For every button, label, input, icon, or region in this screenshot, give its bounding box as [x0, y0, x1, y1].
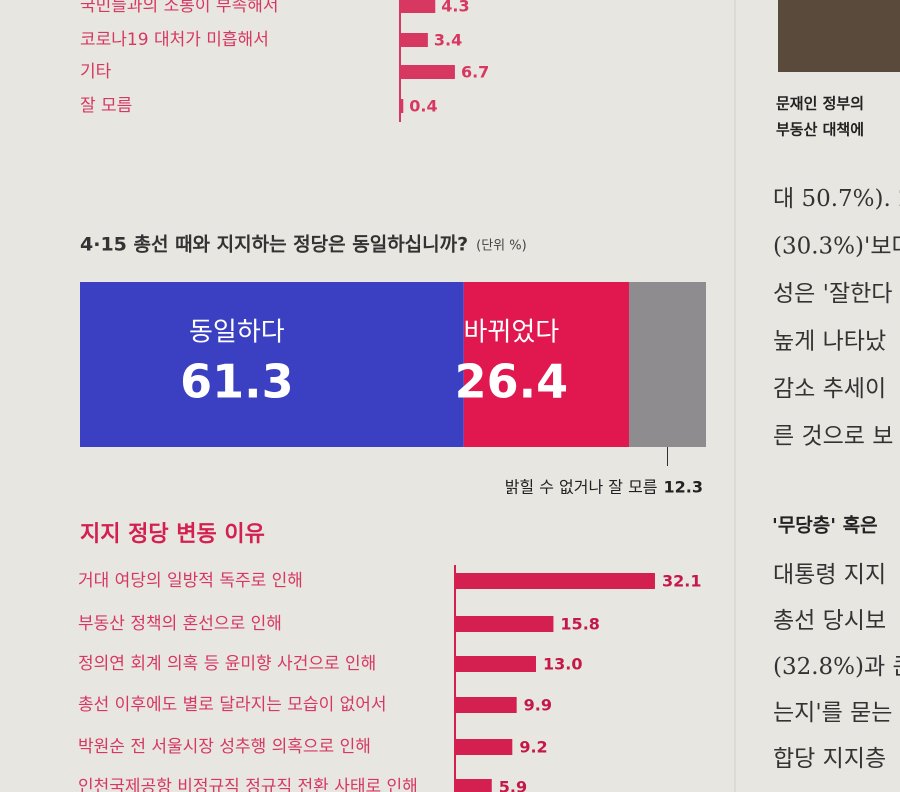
- segment-name: 동일하다: [189, 318, 285, 348]
- segment-name: 밝힐 수 없거나 잘 모름: [505, 478, 658, 497]
- bar: [455, 739, 513, 755]
- body-line: (30.3%)'보다: [773, 234, 900, 260]
- body-line: 합당 지지층: [773, 746, 886, 772]
- photo: [778, 0, 900, 72]
- bar: [455, 656, 536, 672]
- bar-segment: [463, 282, 630, 447]
- row-label: 잘 모름: [80, 96, 132, 116]
- value-label: 9.9: [524, 696, 552, 715]
- row-label: 정의연 회계 의혹 등 윤미향 사건으로 인해: [78, 654, 376, 674]
- body-line: 감소 추세이: [773, 376, 886, 402]
- body-line: 대 50.7%). 2: [773, 186, 900, 212]
- caption-line: 문재인 정부의: [776, 95, 864, 113]
- bar: [400, 0, 436, 13]
- body-line: 성은 '잘한다: [773, 281, 892, 307]
- bar-segment: [80, 282, 464, 447]
- bar-segment: [629, 282, 706, 447]
- value-label: 3.4: [434, 31, 462, 50]
- bar: [455, 616, 554, 632]
- body-line: 른 것으로 보: [773, 424, 893, 450]
- body-line: 는지'를 묻는: [773, 700, 892, 726]
- unit-label: (단위 %): [476, 239, 527, 254]
- caption-line: 부동산 대책에: [776, 121, 864, 139]
- row-label: 박원순 전 서울시장 성추행 의혹으로 인해: [78, 737, 371, 757]
- bar: [455, 697, 517, 713]
- body-line: 총선 당시보: [773, 608, 886, 634]
- segment-value: 12.3: [664, 478, 703, 497]
- value-label: 4.3: [441, 0, 469, 16]
- sub-heading: '무당층' 혹은: [772, 514, 878, 537]
- value-label: 32.1: [662, 572, 701, 591]
- bar: [400, 65, 455, 79]
- body-line: (32.8%)과 큰: [773, 654, 900, 680]
- bar: [455, 573, 655, 589]
- question-title: 4·15 총선 때와 지지하는 정당은 동일하십니까?: [80, 234, 468, 256]
- value-label: 15.8: [560, 615, 599, 634]
- row-label: 국민들과의 소통이 부족해서: [80, 0, 279, 16]
- row-label: 인천국제공항 비정규직 정규직 전환 사태로 인해: [78, 777, 418, 792]
- row-label: 부동산 정책의 혼선으로 인해: [78, 614, 282, 634]
- bar: [400, 33, 428, 47]
- value-label: 13.0: [543, 655, 582, 674]
- row-label: 기타: [80, 62, 112, 82]
- body-line: 대통령 지지: [773, 562, 886, 588]
- row-label: 코로나19 대처가 미흡해서: [80, 30, 269, 50]
- bar: [455, 779, 492, 792]
- segment-value: 61.3: [180, 355, 294, 409]
- value-label: 6.7: [461, 63, 489, 82]
- body-line: 높게 나타났: [773, 329, 886, 355]
- value-label: 9.2: [519, 738, 547, 757]
- row-label: 총선 이후에도 별로 달라지는 모습이 없어서: [78, 695, 387, 715]
- value-label: 0.4: [409, 97, 437, 116]
- segment-name: 바뀌었다: [464, 318, 560, 348]
- segment-value: 26.4: [455, 355, 569, 409]
- section-title: 지지 정당 변동 이유: [80, 522, 265, 547]
- bar: [400, 99, 404, 113]
- row-label: 거대 여당의 일방적 독주로 인해: [78, 571, 303, 591]
- value-label: 5.9: [499, 778, 527, 792]
